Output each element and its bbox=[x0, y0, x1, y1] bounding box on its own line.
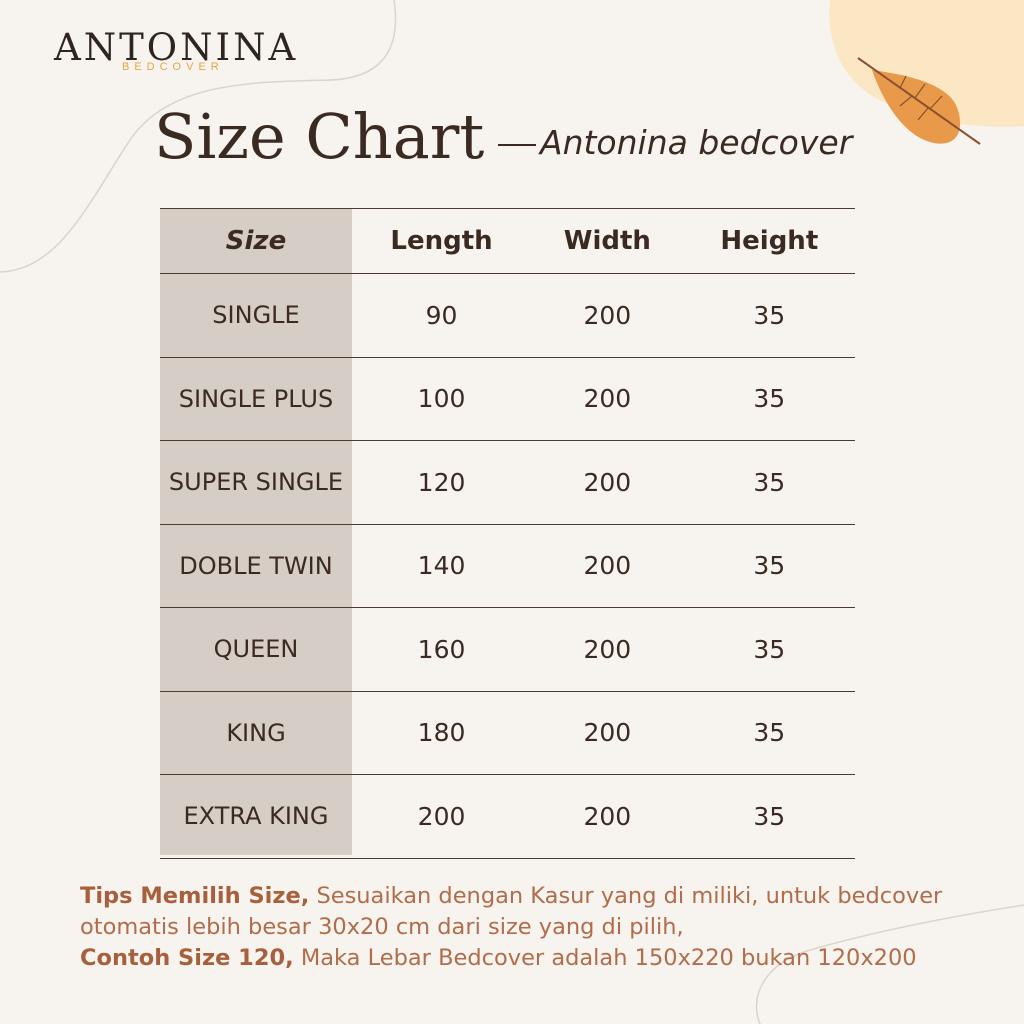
table-row: SINGLE PLUS 100 200 35 bbox=[160, 357, 855, 441]
height-cell: 35 bbox=[753, 718, 786, 748]
header-length: Length bbox=[390, 226, 493, 256]
height-cell: 35 bbox=[753, 300, 786, 330]
subtitle-text: Antonina bedcover bbox=[540, 123, 853, 162]
brand-name: ANTONINA bbox=[54, 26, 299, 69]
table-row: DOBLE TWIN 140 200 35 bbox=[160, 524, 855, 608]
subtitle-dash bbox=[498, 143, 536, 146]
header-size: Size bbox=[225, 226, 287, 256]
page-title: Size Chart bbox=[154, 100, 485, 173]
table-row: SINGLE 90 200 35 bbox=[160, 274, 855, 357]
size-cell: EXTRA KING bbox=[183, 802, 329, 831]
brand-sub: BEDCOVER bbox=[122, 61, 224, 73]
example-body: Maka Lebar Bedcover adalah 150x220 bukan… bbox=[293, 945, 917, 971]
size-cell: SUPER SINGLE bbox=[168, 468, 344, 497]
example-label: Contoh Size 120, bbox=[80, 945, 294, 971]
length-cell: 90 bbox=[425, 300, 458, 330]
width-cell: 200 bbox=[583, 634, 632, 664]
header-width: Width bbox=[563, 226, 651, 256]
size-cell: QUEEN bbox=[213, 635, 299, 664]
tips-body: Sesuaikan dengan Kasur yang di miliki, u… bbox=[80, 883, 943, 940]
table-row: QUEEN 160 200 35 bbox=[160, 608, 855, 691]
width-cell: 200 bbox=[583, 467, 632, 497]
table-header-row: Size Length Width Height bbox=[160, 208, 855, 274]
height-cell: 35 bbox=[753, 384, 786, 414]
size-cell: KING bbox=[226, 718, 286, 747]
length-cell: 180 bbox=[417, 718, 466, 748]
height-cell: 35 bbox=[753, 551, 786, 581]
size-column-background bbox=[160, 208, 352, 855]
table-row: SUPER SINGLE 120 200 35 bbox=[160, 441, 855, 524]
brand-logo: ANTONINA BEDCOVER bbox=[54, 26, 298, 76]
table-row: KING 180 200 35 bbox=[160, 691, 855, 775]
height-cell: 35 bbox=[753, 467, 786, 497]
size-cell: DOBLE TWIN bbox=[179, 551, 333, 580]
length-cell: 140 bbox=[417, 551, 466, 581]
width-cell: 200 bbox=[583, 801, 632, 831]
size-cell: SINGLE bbox=[212, 301, 300, 330]
height-cell: 35 bbox=[753, 634, 786, 664]
tips-text: Tips Memilih Size, Sesuaikan dengan Kasu… bbox=[80, 881, 1010, 974]
leaf-icon bbox=[857, 57, 981, 145]
width-cell: 200 bbox=[583, 718, 632, 748]
size-chart-table: Size Length Width Height SINGLE 90 200 3… bbox=[160, 208, 855, 859]
width-cell: 200 bbox=[583, 551, 632, 581]
height-cell: 35 bbox=[753, 801, 786, 831]
length-cell: 120 bbox=[417, 467, 466, 497]
table-row: EXTRA KING 200 200 35 bbox=[160, 775, 855, 858]
width-cell: 200 bbox=[583, 300, 632, 330]
length-cell: 160 bbox=[417, 634, 466, 664]
size-cell: SINGLE PLUS bbox=[178, 384, 334, 413]
tips-label: Tips Memilih Size, bbox=[80, 883, 310, 909]
length-cell: 100 bbox=[417, 384, 466, 414]
width-cell: 200 bbox=[583, 384, 632, 414]
length-cell: 200 bbox=[417, 801, 466, 831]
page-subtitle: Antonina bedcover bbox=[498, 123, 852, 162]
header-height: Height bbox=[720, 226, 819, 256]
